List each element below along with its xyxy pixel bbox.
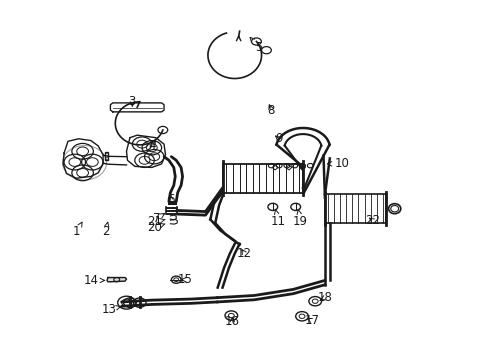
- Text: 13: 13: [102, 303, 121, 316]
- Text: 6: 6: [166, 193, 174, 206]
- Text: 14: 14: [83, 274, 104, 287]
- Text: 11: 11: [270, 209, 285, 228]
- Text: 4: 4: [148, 139, 155, 152]
- Polygon shape: [107, 278, 126, 282]
- Text: 10: 10: [326, 157, 349, 170]
- Text: 7: 7: [153, 212, 164, 225]
- Text: 1: 1: [72, 222, 82, 238]
- Text: 18: 18: [317, 291, 332, 304]
- Text: 12: 12: [237, 247, 251, 260]
- Text: 3: 3: [128, 95, 136, 108]
- Text: 19: 19: [292, 209, 307, 228]
- Text: 5: 5: [249, 37, 262, 54]
- Text: 21: 21: [147, 215, 165, 229]
- Text: 16: 16: [224, 315, 239, 328]
- Text: 17: 17: [304, 314, 319, 327]
- Text: 22: 22: [364, 214, 379, 227]
- Text: 9: 9: [274, 132, 282, 145]
- Bar: [222, 164, 303, 193]
- Text: 20: 20: [147, 221, 165, 234]
- Text: 8: 8: [267, 104, 274, 117]
- Bar: [325, 194, 385, 223]
- Bar: [104, 152, 108, 160]
- Text: 2: 2: [102, 222, 109, 238]
- Text: 15: 15: [177, 273, 192, 286]
